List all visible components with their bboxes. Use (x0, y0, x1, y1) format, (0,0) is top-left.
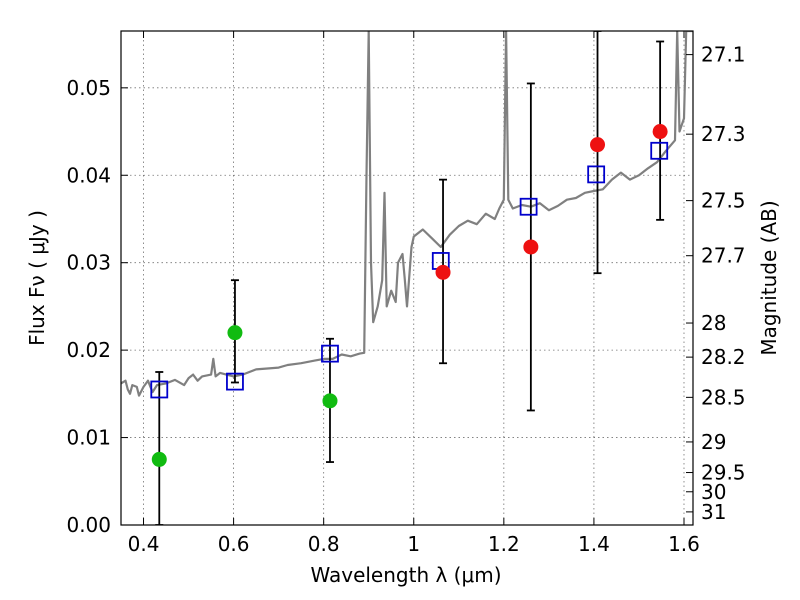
model-photometry-square (519, 197, 538, 216)
plot-area (121, 31, 693, 525)
observed-photometry-point (151, 451, 167, 467)
observed-photometry-point (322, 393, 338, 409)
right-tick-label: 27.7 (701, 244, 746, 268)
model-photometry-square (587, 165, 606, 184)
observed-photometry-point (652, 124, 668, 140)
x-tick-label: 1 (407, 532, 420, 556)
y-tick-label: 0.00 (66, 513, 111, 537)
right-tick-label: 28 (701, 311, 726, 335)
x-tick-label: 1.4 (578, 532, 610, 556)
observed-photometry-point (590, 137, 606, 153)
model-photometry-square (321, 344, 339, 363)
y-axis-label: Flux Fν ( μJy ) (25, 210, 49, 346)
x-tick-label: 1.6 (668, 532, 700, 556)
right-tick-label: 28.5 (701, 385, 746, 409)
y-tick-label: 0.01 (66, 426, 111, 450)
model-photometry-square (150, 380, 169, 399)
right-tick-label: 31 (701, 500, 726, 524)
y-tick-label: 0.05 (66, 76, 111, 100)
right-axis-label: Magnitude (AB) (757, 200, 781, 355)
plot-frame (120, 30, 694, 526)
right-tick-label: 29.5 (701, 461, 746, 485)
observed-photometry-point (227, 325, 243, 341)
sed-model-line (121, 31, 693, 397)
x-axis-label: Wavelength λ (μm) (310, 563, 501, 587)
grid-lines (121, 31, 693, 526)
x-tick-label: 0.8 (308, 532, 340, 556)
right-tick-label: 28.2 (701, 345, 746, 369)
x-tick-label: 0.6 (218, 532, 250, 556)
x-tick-label: 1.2 (488, 532, 520, 556)
model-photometry-square (650, 141, 669, 160)
right-tick-label: 29 (701, 430, 726, 454)
model-photometry-square (226, 372, 244, 391)
axes: 0.4 0.6 0.8 1 1.2 1.4 1.6 0.00 0.01 0.02 0.03 0.04 0… (66, 31, 746, 556)
y-tick-label: 0.02 (66, 338, 111, 362)
right-tick-label: 27.5 (701, 189, 746, 213)
y-tick-label: 0.03 (66, 251, 111, 275)
right-tick-label: 27.1 (701, 43, 746, 67)
observed-photometry-point (435, 264, 451, 280)
right-tick-label: 27.3 (701, 122, 746, 146)
x-tick-label: 0.4 (128, 532, 160, 556)
y-tick-label: 0.04 (66, 163, 111, 187)
observed-photometry-point (523, 239, 539, 255)
right-tick-label: 30 (701, 480, 726, 504)
